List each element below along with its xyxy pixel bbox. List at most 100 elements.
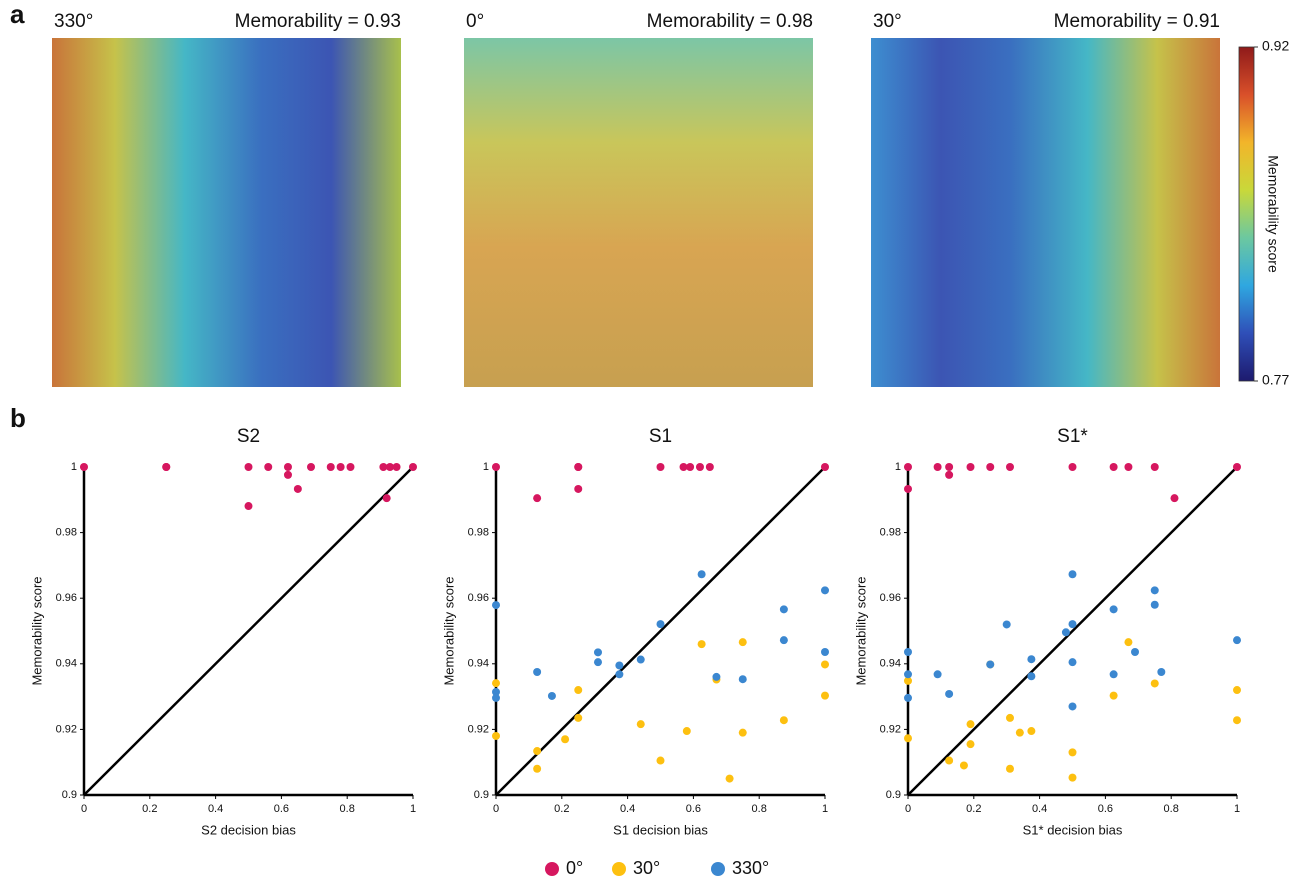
point	[337, 463, 345, 471]
point	[162, 463, 170, 471]
point	[80, 463, 88, 471]
point	[533, 494, 541, 502]
y-tick-label: 0.94	[56, 658, 77, 670]
legend-label: 30°	[633, 858, 660, 878]
point	[1110, 605, 1118, 613]
point	[264, 463, 272, 471]
y-tick-label: 0.92	[56, 723, 77, 735]
point	[1069, 748, 1077, 756]
point	[1062, 628, 1070, 636]
point	[904, 734, 912, 742]
point	[1069, 570, 1077, 578]
memorability-label: Memorability = 0.91	[1054, 11, 1220, 32]
point	[934, 670, 942, 678]
point	[821, 660, 829, 668]
x-tick-label: 1	[410, 803, 416, 815]
point	[574, 714, 582, 722]
point	[904, 648, 912, 656]
point	[1110, 463, 1118, 471]
angle-label: 0°	[466, 11, 484, 32]
point	[637, 720, 645, 728]
point	[533, 668, 541, 676]
y-axis-label: Memorability score	[441, 576, 456, 685]
point	[945, 757, 953, 765]
legend-marker	[711, 862, 725, 876]
point	[1069, 620, 1077, 628]
memorability-label: Memorability = 0.98	[647, 11, 813, 32]
point	[967, 463, 975, 471]
x-tick-label: 0.2	[554, 803, 569, 815]
x-axis-label: S1* decision bias	[1023, 822, 1123, 837]
point	[657, 757, 665, 765]
identity-line	[496, 467, 825, 795]
point	[492, 694, 500, 702]
x-tick-label: 0.2	[966, 803, 981, 815]
point	[934, 463, 942, 471]
point	[1110, 670, 1118, 678]
point	[245, 463, 253, 471]
point	[307, 463, 315, 471]
point	[904, 670, 912, 678]
x-tick-label: 0.4	[1032, 803, 1047, 815]
legend-marker	[612, 862, 626, 876]
point	[1027, 672, 1035, 680]
point	[1069, 463, 1077, 471]
colorbar-tick-label: 0.92	[1262, 38, 1289, 54]
heatmap-image	[464, 38, 813, 387]
y-tick-label: 0.96	[56, 592, 77, 604]
heatmap-image	[52, 38, 401, 387]
point	[1069, 774, 1077, 782]
point	[1124, 638, 1132, 646]
point	[1170, 494, 1178, 502]
y-tick-label: 0.9	[886, 789, 901, 801]
point	[739, 675, 747, 683]
legend-label: 330°	[732, 858, 769, 878]
point	[739, 729, 747, 737]
x-tick-label: 0.8	[1164, 803, 1179, 815]
y-tick-label: 0.9	[474, 789, 489, 801]
point	[1233, 686, 1241, 694]
point	[1006, 765, 1014, 773]
colorbar-tick-label: 0.77	[1262, 372, 1289, 388]
point	[492, 732, 500, 740]
point	[574, 463, 582, 471]
point	[780, 605, 788, 613]
point	[1069, 658, 1077, 666]
point	[821, 648, 829, 656]
point	[245, 502, 253, 510]
point	[657, 620, 665, 628]
point	[686, 463, 694, 471]
point	[1016, 729, 1024, 737]
point	[1151, 586, 1159, 594]
point	[698, 570, 706, 578]
chart-title: S1*	[1057, 426, 1088, 447]
point	[1233, 636, 1241, 644]
point	[346, 463, 354, 471]
point	[821, 586, 829, 594]
chart-title: S2	[237, 426, 260, 447]
identity-line	[908, 467, 1237, 795]
x-axis-label: S2 decision bias	[201, 822, 296, 837]
point	[960, 761, 968, 769]
x-tick-label: 0.4	[620, 803, 635, 815]
point	[409, 463, 417, 471]
point	[492, 679, 500, 687]
x-tick-label: 0	[493, 803, 499, 815]
y-axis-label: Memorability score	[29, 576, 44, 685]
point	[1151, 679, 1159, 687]
chart-title: S1	[649, 426, 672, 447]
point	[706, 463, 714, 471]
point	[1110, 692, 1118, 700]
point	[294, 485, 302, 493]
point	[548, 692, 556, 700]
y-tick-label: 0.92	[468, 723, 489, 735]
point	[945, 690, 953, 698]
colorbar	[1239, 47, 1254, 381]
point	[574, 485, 582, 493]
x-tick-label: 0.6	[686, 803, 701, 815]
point	[904, 694, 912, 702]
y-tick-label: 1	[71, 461, 77, 473]
point	[1233, 463, 1241, 471]
point	[904, 485, 912, 493]
point	[1003, 620, 1011, 628]
